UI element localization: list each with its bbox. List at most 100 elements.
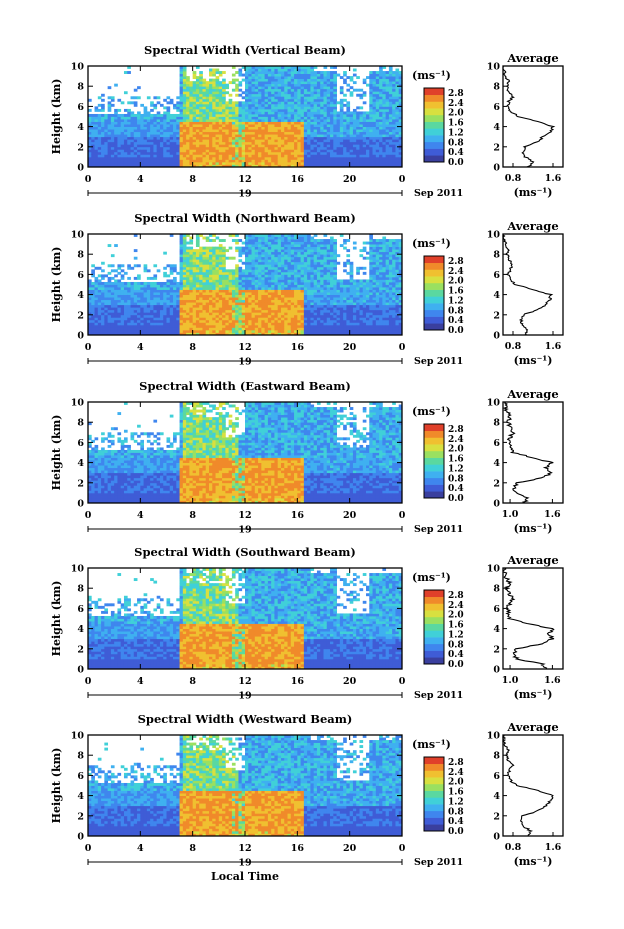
heatmap-cell xyxy=(395,91,400,95)
heatmap-cell xyxy=(258,269,262,273)
heatmap-cell xyxy=(209,136,213,140)
heatmap-cell xyxy=(117,98,122,102)
heatmap-cell xyxy=(150,129,154,133)
heatmap-cell xyxy=(395,78,400,82)
heatmap-cell xyxy=(222,81,226,85)
heatmap-cell xyxy=(215,281,220,285)
heatmap-cell xyxy=(94,266,99,270)
heatmap-cell xyxy=(127,329,131,333)
heatmap-cell xyxy=(267,289,272,293)
heatmap-cell xyxy=(313,146,318,150)
heatmap-cell xyxy=(336,159,341,163)
heatmap-cell xyxy=(290,149,295,153)
heatmap-cell xyxy=(218,269,223,273)
heatmap-cell xyxy=(195,254,200,258)
heatmap-cell xyxy=(264,113,269,117)
heatmap-cell xyxy=(251,246,256,250)
heatmap-cell xyxy=(179,234,184,237)
heatmap-cell xyxy=(222,284,226,288)
heatmap-cell xyxy=(91,304,95,308)
heatmap-cell xyxy=(366,164,370,168)
heatmap-cell xyxy=(127,276,131,280)
heatmap-cell xyxy=(110,329,115,333)
heatmap-cell xyxy=(153,304,158,308)
heatmap-cell xyxy=(284,146,288,150)
heatmap-cell xyxy=(284,113,288,117)
heatmap-cell xyxy=(140,319,144,323)
heatmap-cell xyxy=(251,116,256,120)
heatmap-cell xyxy=(372,111,377,115)
heatmap-cell xyxy=(88,319,92,323)
heatmap-cell xyxy=(110,287,115,290)
heatmap-cell xyxy=(205,236,210,240)
heatmap-cell xyxy=(320,71,324,74)
heatmap-cell xyxy=(392,121,396,125)
heatmap-cell xyxy=(310,151,315,155)
heatmap-cell xyxy=(323,149,328,153)
heatmap-cell xyxy=(264,279,269,283)
heatmap-cell xyxy=(143,111,148,115)
heatmap-cell xyxy=(169,319,174,323)
heatmap-cell xyxy=(163,251,167,255)
heatmap-cell xyxy=(349,156,354,160)
heatmap-cell xyxy=(271,151,275,155)
heatmap-cell xyxy=(107,332,112,336)
heatmap-cell xyxy=(307,78,311,82)
heatmap-cell xyxy=(369,141,373,145)
heatmap-cell xyxy=(117,151,122,155)
heatmap-cell xyxy=(333,124,337,127)
heatmap-cell xyxy=(261,259,266,263)
heatmap-cell xyxy=(189,256,194,260)
heatmap-cell xyxy=(117,119,122,122)
heatmap-cell xyxy=(349,86,354,90)
heatmap-cell xyxy=(349,116,354,120)
heatmap-cell xyxy=(133,136,138,140)
heatmap-cell xyxy=(166,317,171,321)
heatmap-cell xyxy=(280,73,285,77)
heatmap-cell xyxy=(137,324,141,328)
heatmap-cell xyxy=(277,86,282,90)
heatmap-cell xyxy=(251,164,256,168)
heatmap-cell xyxy=(88,317,92,321)
heatmap-cell xyxy=(339,91,344,95)
heatmap-cell xyxy=(156,289,161,293)
heatmap-cell xyxy=(274,329,279,333)
heatmap-cell xyxy=(186,144,190,148)
heatmap-cell xyxy=(101,121,105,125)
heatmap-cell xyxy=(346,161,351,165)
heatmap-cell xyxy=(235,88,239,92)
heatmap-cell xyxy=(182,309,187,313)
heatmap-cell xyxy=(228,126,233,130)
heatmap-cell xyxy=(258,139,262,143)
heatmap-cell xyxy=(94,141,99,145)
x-tick-label: 16 xyxy=(291,174,305,185)
heatmap-cell xyxy=(300,93,305,97)
heatmap-cell xyxy=(251,146,256,150)
heatmap-cell xyxy=(127,119,131,122)
heatmap-cell xyxy=(251,154,256,158)
heatmap-cell xyxy=(392,78,396,82)
heatmap-cell xyxy=(284,103,288,107)
heatmap-cell xyxy=(231,292,236,295)
heatmap-cell xyxy=(271,116,275,120)
heatmap-cell xyxy=(120,284,125,288)
heatmap-cell xyxy=(271,319,275,323)
heatmap-cell xyxy=(140,294,144,298)
heatmap-cell xyxy=(313,144,318,148)
heatmap-cell xyxy=(330,119,334,122)
heatmap-cell xyxy=(97,134,102,138)
heatmap-cell xyxy=(199,78,203,82)
heatmap-cell xyxy=(245,113,249,117)
heatmap-cell xyxy=(199,91,203,95)
avg-y-tick-label: 8 xyxy=(493,82,500,93)
heatmap-cell xyxy=(133,151,138,155)
heatmap-cell xyxy=(101,299,105,303)
heatmap-cell xyxy=(176,329,180,333)
heatmap-cell xyxy=(303,81,308,85)
heatmap-cell xyxy=(133,131,138,135)
heatmap-cell xyxy=(199,76,203,80)
heatmap-cell xyxy=(359,121,364,125)
heatmap-cell xyxy=(287,134,292,138)
heatmap-cell xyxy=(333,144,337,148)
heatmap-cell xyxy=(88,164,92,168)
